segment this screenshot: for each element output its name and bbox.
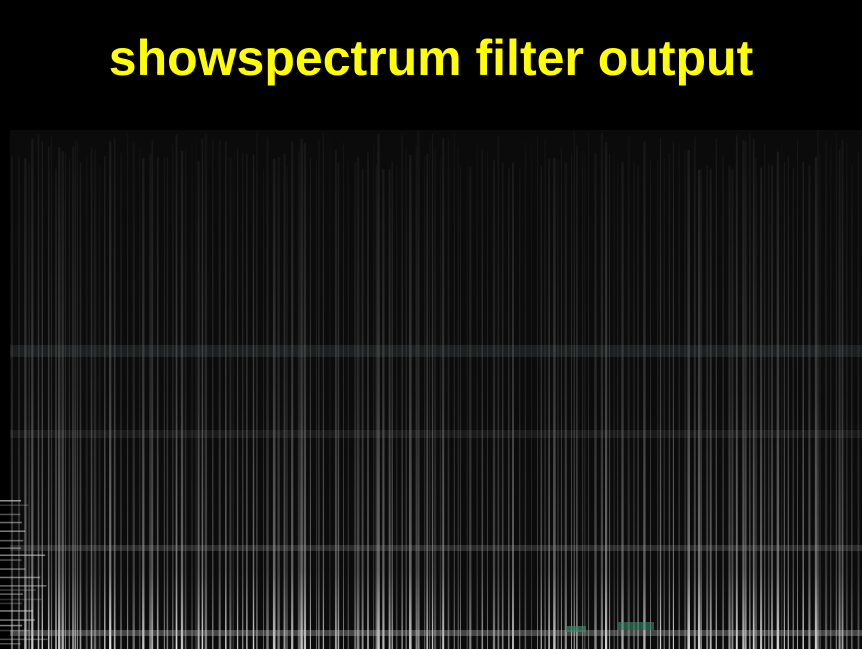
low-frequency-line xyxy=(0,610,33,612)
low-frequency-line xyxy=(0,593,24,595)
highlight xyxy=(566,626,586,632)
frequency-band xyxy=(10,630,862,636)
low-frequency-line xyxy=(0,568,26,570)
spectrogram xyxy=(0,130,860,649)
frequency-band xyxy=(10,545,862,551)
low-frequency-line xyxy=(0,521,22,524)
low-frequency-line xyxy=(0,624,23,627)
low-frequency-line xyxy=(0,539,24,542)
low-frequency-line xyxy=(0,559,22,561)
low-frequency-line xyxy=(0,602,22,605)
frequency-band xyxy=(10,430,862,438)
low-frequency-line xyxy=(0,554,46,556)
low-frequency-line xyxy=(0,576,41,579)
highlight xyxy=(618,622,654,630)
low-frequency-line xyxy=(0,638,48,641)
low-frequency-line xyxy=(0,598,42,601)
low-frequency-line xyxy=(0,530,26,532)
low-frequency-line xyxy=(0,629,29,632)
low-frequency-line xyxy=(0,643,21,645)
low-frequency-line xyxy=(0,504,29,506)
low-frequency-line xyxy=(0,619,35,621)
low-frequency-line xyxy=(0,585,47,587)
low-frequency-line xyxy=(0,547,21,549)
frequency-band xyxy=(10,345,862,357)
title: showspectrum filter output xyxy=(109,30,754,86)
low-frequency-line xyxy=(0,513,21,516)
low-frequency-line xyxy=(0,589,36,591)
low-frequency-line xyxy=(0,500,21,502)
